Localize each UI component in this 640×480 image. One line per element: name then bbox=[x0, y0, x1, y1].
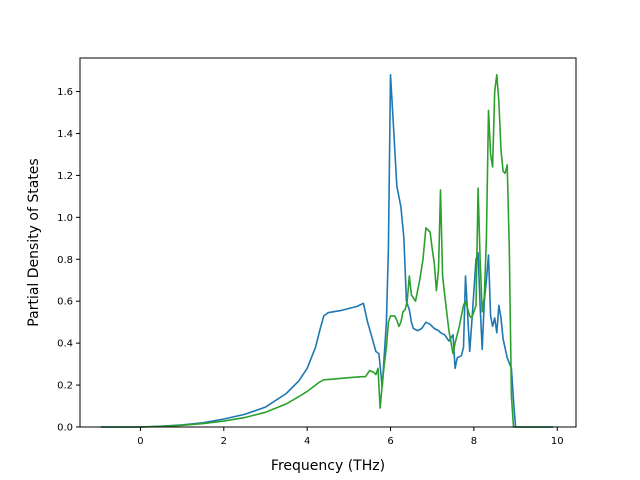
y-axis: 0.0 0.2 0.4 0.6 0.8 1.0 1.2 1.4 1.6 bbox=[57, 87, 80, 434]
x-tick-label: 0 bbox=[137, 436, 143, 447]
y-tick-label: 0.8 bbox=[57, 255, 73, 266]
x-tick-label: 6 bbox=[387, 436, 393, 447]
plot-frame bbox=[79, 57, 577, 428]
x-tick-label: 10 bbox=[551, 436, 564, 447]
x-tick-label: 2 bbox=[221, 436, 227, 447]
series-line-1 bbox=[100, 74, 554, 428]
y-tick-label: 1.0 bbox=[57, 213, 73, 224]
y-tick-label: 1.6 bbox=[57, 87, 73, 98]
series-layer bbox=[100, 74, 554, 428]
y-tick-label: 1.4 bbox=[57, 129, 73, 140]
y-tick-label: 0.6 bbox=[57, 297, 73, 308]
series-line-2 bbox=[100, 74, 554, 428]
x-tick-label: 8 bbox=[471, 436, 477, 447]
y-tick-label: 1.2 bbox=[57, 171, 73, 182]
x-axis: 0 2 4 6 8 10 bbox=[137, 427, 564, 447]
x-tick-label: 4 bbox=[304, 436, 310, 447]
y-axis-label: Partial Density of States bbox=[26, 158, 42, 326]
y-tick-label: 0.2 bbox=[57, 381, 73, 392]
x-axis-label: Frequency (THz) bbox=[271, 458, 385, 474]
y-tick-label: 0.4 bbox=[57, 339, 73, 350]
y-tick-label: 0.0 bbox=[57, 423, 73, 434]
